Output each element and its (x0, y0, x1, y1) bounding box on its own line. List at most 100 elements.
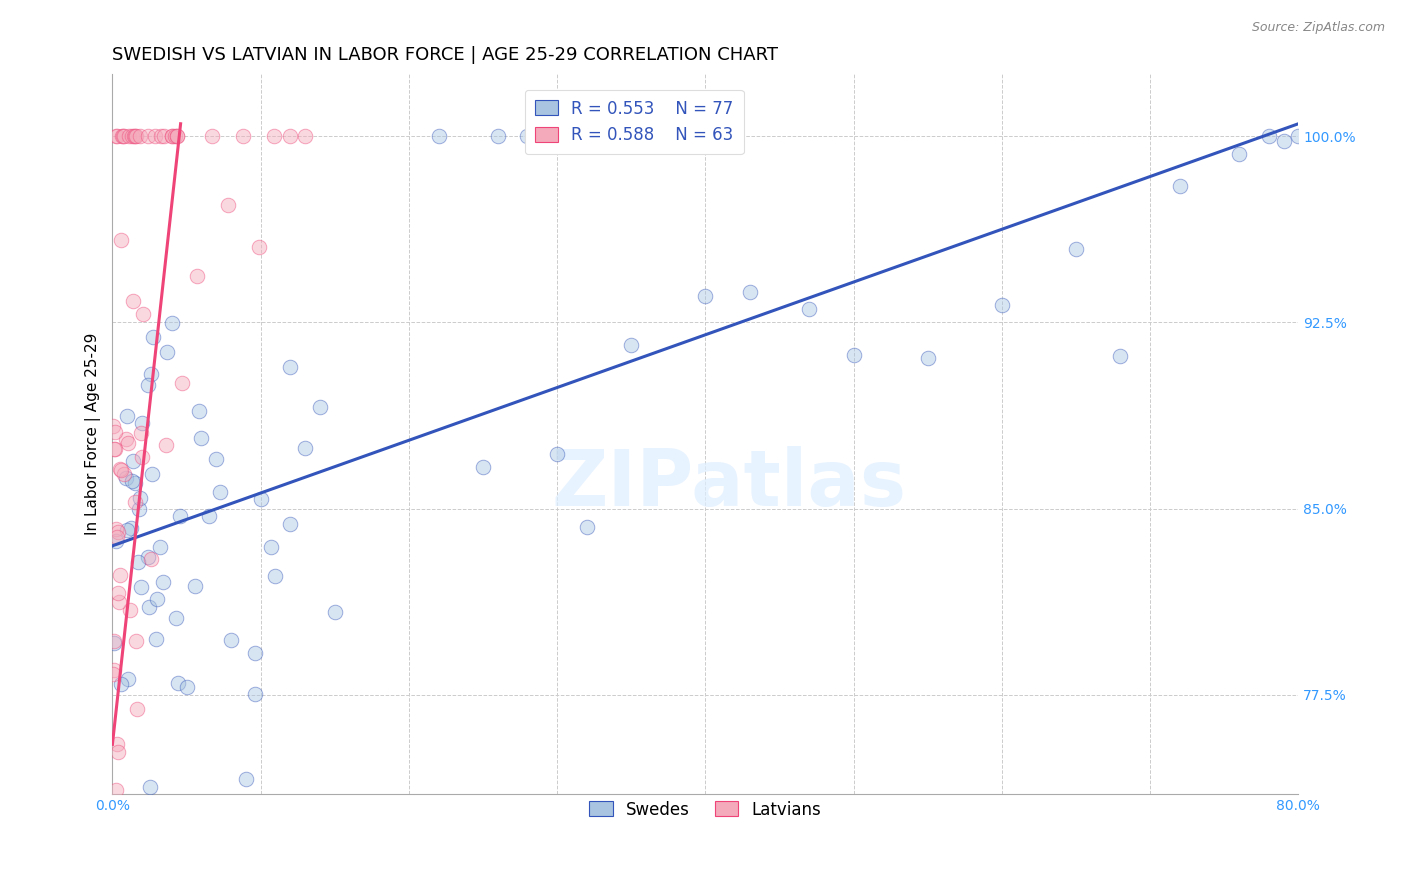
Point (1227, 146, 1250, 161)
Point (217, 198, 239, 212)
Point (111, 129, 134, 144)
Point (103, 667, 125, 681)
Point (294, 129, 316, 144)
Point (176, 680, 198, 694)
Point (112, 129, 135, 144)
Point (136, 549, 159, 564)
Point (155, 438, 177, 452)
Point (162, 129, 184, 144)
Point (104, 425, 127, 439)
Point (1168, 178, 1191, 193)
Point (120, 521, 142, 535)
Point (201, 129, 224, 144)
Point (124, 129, 146, 144)
Point (105, 783, 128, 797)
Point (1272, 134, 1295, 148)
Point (243, 646, 266, 660)
Point (105, 522, 128, 536)
Point (243, 687, 266, 701)
Point (142, 330, 165, 344)
Point (695, 289, 717, 303)
Point (205, 451, 228, 466)
Point (738, 285, 761, 299)
Point (620, 338, 643, 352)
Point (247, 240, 270, 254)
Point (665, 129, 688, 144)
Point (107, 745, 129, 759)
Point (101, 419, 124, 434)
Point (309, 401, 332, 415)
Point (128, 502, 150, 516)
Point (278, 517, 301, 532)
Point (219, 633, 242, 648)
Point (186, 268, 208, 283)
Point (121, 454, 143, 468)
Point (260, 540, 283, 554)
Point (167, 676, 190, 690)
Point (188, 404, 211, 418)
Point (991, 298, 1014, 312)
Point (121, 129, 143, 144)
Point (103, 442, 125, 456)
Point (125, 702, 148, 716)
Legend: Swedes, Latvians: Swedes, Latvians (582, 794, 828, 825)
Point (141, 467, 163, 481)
Point (145, 129, 167, 144)
Point (249, 492, 271, 507)
Point (169, 508, 191, 523)
Point (209, 484, 232, 499)
Point (842, 348, 865, 362)
Point (198, 509, 221, 524)
Point (122, 293, 145, 308)
Point (108, 567, 131, 582)
Point (104, 442, 127, 456)
Point (139, 367, 162, 381)
Point (118, 603, 141, 617)
Point (294, 441, 316, 455)
Point (323, 605, 346, 619)
Point (105, 738, 128, 752)
Point (107, 586, 129, 600)
Point (235, 772, 257, 786)
Point (103, 633, 125, 648)
Point (263, 129, 285, 144)
Point (110, 677, 132, 691)
Text: ZIPatlas: ZIPatlas (551, 447, 907, 523)
Point (131, 450, 153, 464)
Point (264, 568, 287, 582)
Point (132, 307, 155, 321)
Point (121, 474, 143, 488)
Point (115, 524, 138, 538)
Point (112, 129, 135, 144)
Point (131, 417, 153, 431)
Point (124, 129, 146, 144)
Point (472, 459, 495, 474)
Point (115, 471, 138, 485)
Text: Source: ZipAtlas.com: Source: ZipAtlas.com (1251, 21, 1385, 34)
Point (129, 799, 152, 814)
Point (695, 129, 717, 144)
Point (108, 462, 131, 476)
Point (136, 378, 159, 392)
Y-axis label: In Labor Force | Age 25-29: In Labor Force | Age 25-29 (86, 333, 101, 535)
Point (427, 129, 450, 144)
Point (516, 129, 538, 144)
Point (104, 797, 127, 811)
Point (110, 462, 132, 476)
Point (591, 129, 613, 144)
Point (917, 351, 939, 366)
Point (160, 129, 183, 144)
Point (104, 129, 127, 144)
Point (105, 533, 128, 548)
Point (1064, 242, 1087, 256)
Point (118, 129, 141, 144)
Point (108, 595, 131, 609)
Point (156, 345, 179, 359)
Point (128, 129, 150, 144)
Point (278, 359, 301, 374)
Point (139, 551, 162, 566)
Point (138, 599, 160, 614)
Point (101, 799, 124, 814)
Point (129, 425, 152, 440)
Point (183, 579, 205, 593)
